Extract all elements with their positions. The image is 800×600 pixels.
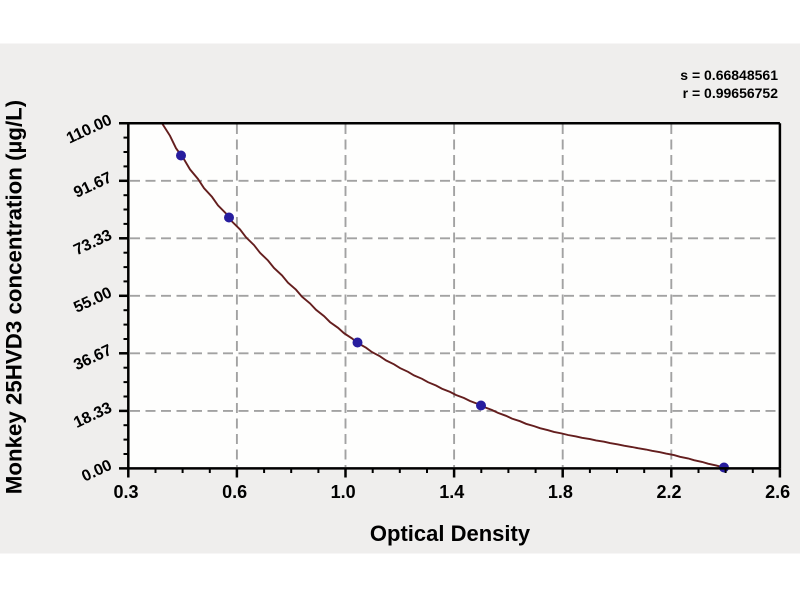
svg-text:s = 0.66848561: s = 0.66848561 xyxy=(680,67,778,83)
svg-text:2.2: 2.2 xyxy=(656,482,681,502)
svg-text:1.0: 1.0 xyxy=(331,482,356,502)
svg-text:1.8: 1.8 xyxy=(548,482,573,502)
svg-text:1.4: 1.4 xyxy=(439,482,464,502)
svg-text:0.3: 0.3 xyxy=(113,482,138,502)
svg-text:0.6: 0.6 xyxy=(222,482,247,502)
svg-text:Monkey 25HVD3 concentration (µ: Monkey 25HVD3 concentration (µg/L) xyxy=(2,100,27,494)
svg-text:r = 0.99656752: r = 0.99656752 xyxy=(683,85,779,101)
svg-text:Optical Density: Optical Density xyxy=(370,521,531,546)
svg-text:2.6: 2.6 xyxy=(765,482,790,502)
